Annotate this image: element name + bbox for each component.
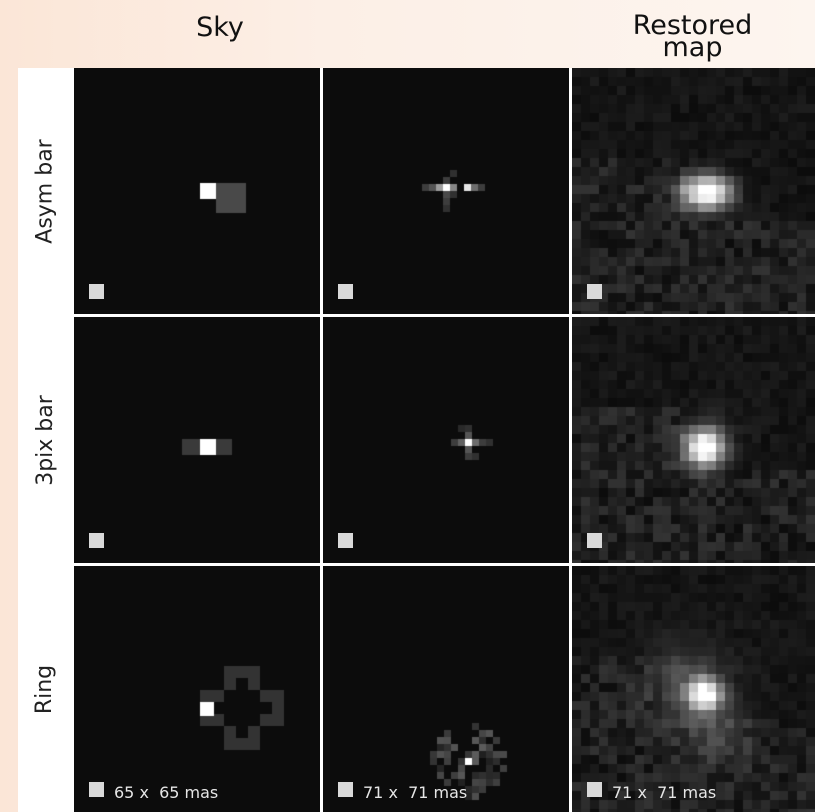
scale-label-restored: 71 x 71 mas [612, 783, 717, 802]
scale-box [587, 782, 602, 797]
row-label-asym-bar: Asym bar [32, 138, 58, 244]
row-label-3pix-bar: 3pix bar [32, 394, 58, 486]
scale-box [338, 284, 353, 299]
scale-box [89, 782, 104, 797]
row-label-ring: Ring [32, 664, 58, 714]
panel-ring-dirty: 71 x 71 mas [323, 566, 569, 812]
column-title-sky: Sky [196, 12, 244, 43]
scale-box [89, 284, 104, 299]
panel-asym-bar-restored [572, 68, 815, 314]
scale-box [587, 284, 602, 299]
restored-title-line-1: Restored [632, 10, 753, 41]
panel-asym-bar-sky [74, 68, 320, 314]
scale-box [338, 782, 353, 797]
panel-3pix-bar-dirty [323, 317, 569, 563]
column-title-restored-map: Restored map [605, 8, 780, 66]
scale-box [89, 533, 104, 548]
panel-ring-restored: 71 x 71 mas [572, 566, 815, 812]
image-grid: Asym bar 3pix bar Ring 65 x 65 mas 71 x … [18, 68, 815, 812]
scale-label-sky: 65 x 65 mas [114, 783, 219, 802]
scale-box [338, 533, 353, 548]
scale-box [587, 533, 602, 548]
panel-ring-sky: 65 x 65 mas [74, 566, 320, 812]
panel-asym-bar-dirty [323, 68, 569, 314]
scale-label-dirty: 71 x 71 mas [363, 783, 468, 802]
panel-3pix-bar-sky [74, 317, 320, 563]
restored-title-line-2: map [662, 32, 723, 63]
panel-3pix-bar-restored [572, 317, 815, 563]
